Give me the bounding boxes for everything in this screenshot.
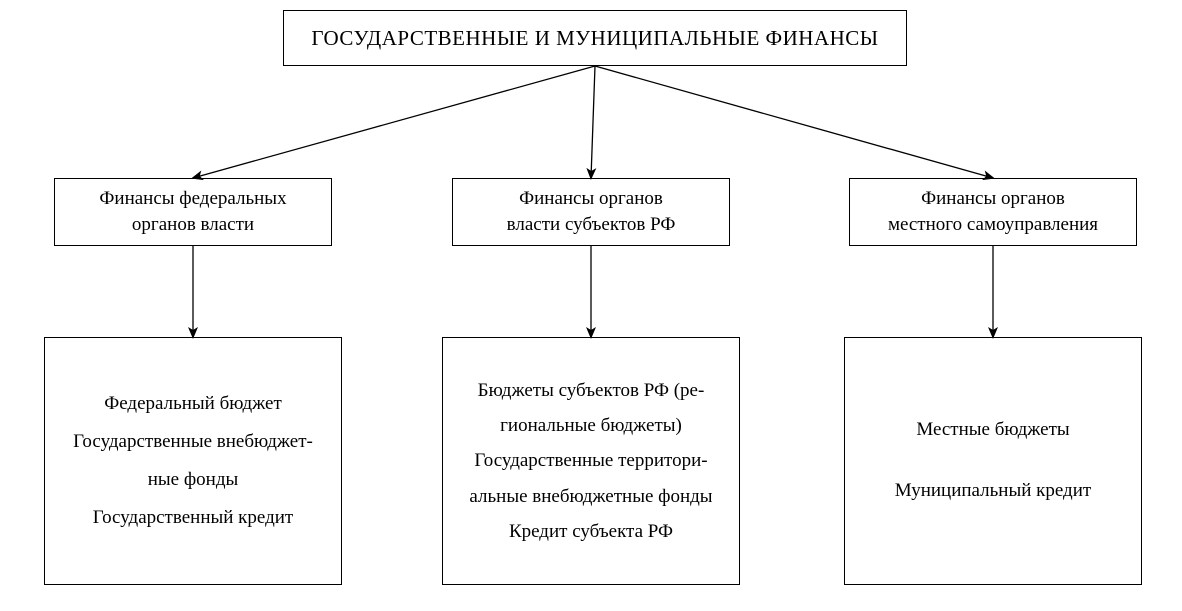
root-label: ГОСУДАРСТВЕННЫЕ И МУНИЦИПАЛЬНЫЕ ФИНАНСЫ (311, 26, 878, 51)
federal-item-3: ные фонды (148, 461, 239, 499)
local-item-2: Муниципальный кредит (895, 461, 1091, 522)
node-subjects-line2: власти субъектов РФ (507, 212, 676, 238)
node-subjects: Финансы органов власти субъектов РФ (452, 178, 730, 246)
edge (591, 66, 595, 178)
federal-item-4: Государственный кредит (93, 499, 293, 537)
subjects-item-4: альные внебюджетные фонды (469, 479, 712, 514)
subjects-item-1: Бюджеты субъектов РФ (ре- (478, 373, 705, 408)
edge (595, 66, 993, 178)
node-federal-line1: Финансы федеральных (99, 186, 286, 212)
federal-item-1: Федеральный бюджет (104, 385, 282, 423)
root-node: ГОСУДАРСТВЕННЫЕ И МУНИЦИПАЛЬНЫЕ ФИНАНСЫ (283, 10, 907, 66)
node-subjects-items: Бюджеты субъектов РФ (ре- гиональные бюд… (442, 337, 740, 585)
subjects-item-2: гиональные бюджеты) (500, 408, 682, 443)
node-local-line1: Финансы органов (921, 186, 1065, 212)
node-subjects-line1: Финансы органов (519, 186, 663, 212)
node-local-items: Местные бюджеты Муниципальный кредит (844, 337, 1142, 585)
node-federal-items: Федеральный бюджет Государственные внебю… (44, 337, 342, 585)
subjects-item-3: Государственные территори- (474, 443, 707, 478)
node-federal: Финансы федеральных органов власти (54, 178, 332, 246)
node-federal-line2: органов власти (132, 212, 254, 238)
node-local: Финансы органов местного самоуправления (849, 178, 1137, 246)
subjects-item-5: Кредит субъекта РФ (509, 514, 673, 549)
local-item-1: Местные бюджеты (916, 400, 1069, 461)
node-local-line2: местного самоуправления (888, 212, 1098, 238)
federal-item-2: Государственные внебюджет- (73, 423, 313, 461)
edge (193, 66, 595, 178)
